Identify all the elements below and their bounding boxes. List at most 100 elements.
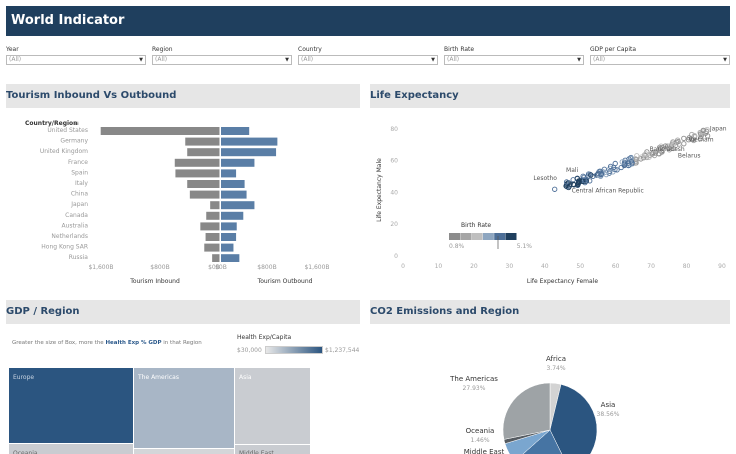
y-tick-label: 40 bbox=[390, 189, 398, 196]
outbound-bar bbox=[221, 137, 278, 146]
scatter-point bbox=[588, 172, 594, 178]
x-tick-label: 30 bbox=[506, 263, 514, 270]
scatter-point bbox=[565, 184, 572, 191]
dropdown-value: (All) bbox=[9, 56, 22, 63]
treemap: Europe The Americas Asia Oceania Middle … bbox=[9, 368, 310, 454]
x-axis-label-outbound: Tourism Outbound bbox=[257, 278, 313, 285]
treemap-box-americas[interactable]: The Americas bbox=[134, 368, 234, 448]
scatter-point bbox=[608, 163, 614, 170]
x-tick-label: $1,600B bbox=[88, 264, 113, 271]
x-axis-title: Life Expectancy Female bbox=[527, 278, 598, 285]
scatter-point bbox=[700, 127, 706, 134]
inbound-bar bbox=[187, 180, 220, 188]
x-tick-label: 10 bbox=[435, 263, 443, 270]
x-tick-label: 80 bbox=[683, 263, 691, 270]
gdp-per-capita-dropdown[interactable]: (All) ▼ bbox=[590, 55, 730, 65]
filter-label: GDP per Capita bbox=[590, 46, 637, 53]
row-header: Country/Region bbox=[25, 120, 77, 127]
scatter-point bbox=[587, 178, 593, 184]
birth-rate-dropdown[interactable]: (All) ▼ bbox=[444, 55, 584, 65]
sort-icon: ≡ bbox=[74, 120, 79, 127]
pie-percent: 1.46% bbox=[470, 437, 489, 444]
x-tick-label: $1,600B bbox=[304, 264, 329, 271]
inbound-bar bbox=[210, 201, 220, 210]
x-tick-label: 40 bbox=[541, 263, 549, 270]
country-dropdown[interactable]: (All) ▼ bbox=[298, 55, 438, 65]
dropdown-value: (All) bbox=[155, 56, 168, 63]
outbound-bar bbox=[221, 222, 237, 231]
inbound-bar bbox=[100, 127, 220, 135]
category-label: Australia bbox=[61, 222, 88, 229]
filter-label: Region bbox=[152, 46, 173, 53]
scatter-point bbox=[689, 136, 695, 142]
y-tick-label: 20 bbox=[390, 221, 398, 228]
panel-title-text: Life Expectancy bbox=[370, 90, 459, 101]
pie-label: The Americas bbox=[449, 375, 498, 383]
year-dropdown[interactable]: (All) ▼ bbox=[6, 55, 146, 65]
inbound-bar bbox=[189, 190, 220, 199]
scatter-point bbox=[612, 160, 618, 167]
health-exp-legend-max: $1,237,544 bbox=[325, 347, 360, 354]
scatter-point bbox=[603, 171, 609, 178]
category-label: China bbox=[71, 191, 88, 198]
x-tick-label: $0B bbox=[215, 264, 227, 271]
legend-swatch bbox=[505, 233, 517, 240]
scatter-point bbox=[652, 150, 659, 156]
box-label: Asia bbox=[239, 374, 252, 381]
scatter-point bbox=[662, 143, 669, 149]
pie-label: Middle East bbox=[464, 448, 505, 454]
co2-pie-chart: Africa 3.74% Asia 38.56% The Americas 27.93% O… bbox=[449, 355, 620, 454]
subtitle-text: Greater the size of Box, more the bbox=[12, 340, 106, 346]
y-axis-title: Life Expectancy Male bbox=[376, 158, 383, 222]
treemap-box-oceania[interactable]: Oceania bbox=[9, 444, 133, 454]
category-label: Italy bbox=[75, 180, 88, 187]
region-dropdown[interactable]: (All) ▼ bbox=[152, 55, 292, 65]
gdp-subtitle: Greater the size of Box, more the Health… bbox=[12, 340, 202, 346]
scatter-point bbox=[587, 171, 593, 178]
box-label: Oceania bbox=[13, 450, 38, 454]
y-tick-label: 80 bbox=[390, 126, 398, 133]
scatter-point bbox=[638, 154, 645, 160]
dashboard-title: World Indicator bbox=[11, 13, 125, 28]
pie-slice-the-americas bbox=[502, 382, 551, 440]
subtitle-text: in that Region bbox=[161, 340, 202, 346]
x-tick-label: $800B bbox=[150, 264, 169, 271]
scatter-point bbox=[670, 141, 677, 147]
x-tick-label: $800B bbox=[257, 264, 276, 271]
outbound-bar bbox=[221, 201, 255, 210]
filter-label: Country bbox=[298, 46, 322, 53]
gdp-panel-title: GDP / Region bbox=[6, 300, 360, 324]
panel-title-text: GDP / Region bbox=[6, 306, 80, 317]
dropdown-value: (All) bbox=[593, 56, 606, 63]
category-label: Hong Kong SAR bbox=[41, 244, 88, 251]
x-axis-label-inbound: Tourism Inbound bbox=[129, 278, 180, 285]
legend-swatch bbox=[494, 233, 506, 240]
scatter-point bbox=[599, 168, 605, 174]
point-annotation: Japan bbox=[709, 126, 727, 133]
treemap-box-europe[interactable]: Europe bbox=[9, 368, 133, 443]
life-expectancy-panel-title: Life Expectancy bbox=[370, 84, 730, 108]
pie-label: Africa bbox=[546, 355, 566, 363]
filter-bar: Year (All) ▼ Region (All) ▼ Country (All) ▼… bbox=[6, 46, 730, 65]
category-label: United Kingdom bbox=[40, 148, 88, 155]
scatter-point bbox=[650, 149, 656, 156]
treemap-box-other[interactable] bbox=[134, 449, 234, 454]
legend-swatch bbox=[482, 233, 494, 240]
scatter-point bbox=[552, 186, 558, 192]
dropdown-value: (All) bbox=[301, 56, 314, 63]
point-annotation: Belarus bbox=[678, 153, 701, 160]
health-exp-legend-gradient bbox=[265, 346, 323, 354]
dropdown-arrow-icon: ▼ bbox=[723, 57, 727, 63]
outbound-bar bbox=[221, 233, 237, 241]
dropdown-arrow-icon: ▼ bbox=[577, 57, 581, 63]
pie-percent: 3.74% bbox=[546, 365, 565, 372]
treemap-box-middle-east[interactable]: Middle East bbox=[235, 445, 310, 454]
treemap-box-asia[interactable]: Asia bbox=[235, 368, 310, 444]
scatter-point bbox=[563, 179, 570, 185]
category-label: Netherlands bbox=[51, 233, 88, 240]
scatter-point bbox=[697, 133, 704, 139]
outbound-bar bbox=[221, 169, 237, 178]
legend-title: Birth Rate bbox=[461, 222, 491, 229]
dropdown-arrow-icon: ▼ bbox=[285, 57, 289, 63]
inbound-bar bbox=[187, 148, 220, 157]
